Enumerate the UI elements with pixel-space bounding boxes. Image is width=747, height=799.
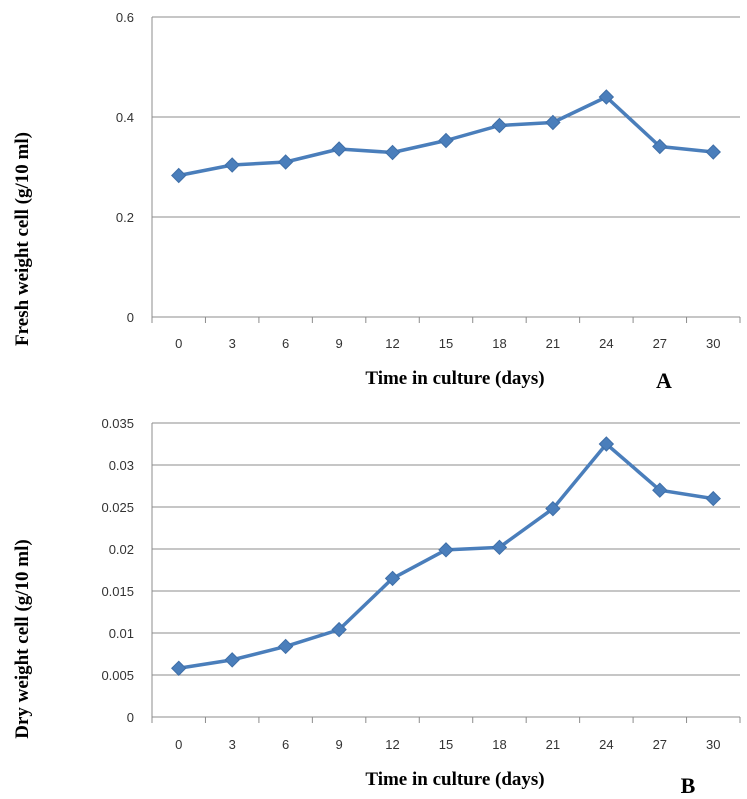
x-tick-label: 24	[599, 336, 613, 351]
x-tick-label: 0	[175, 336, 182, 351]
chart-panel-B: 0 0.005 0.01 0.015 0.02 0.025 0.03 0.035 0 3 6 9 12 1…	[12, 416, 741, 798]
y-tick-label: 0.01	[109, 626, 134, 641]
y-tick-label: 0.005	[101, 668, 134, 683]
x-tick-label: 12	[385, 336, 399, 351]
x-tick-label: 24	[599, 737, 613, 752]
data-point-marker	[438, 132, 454, 149]
data-point-marker	[491, 539, 508, 556]
x-tick-label: 27	[653, 737, 667, 752]
data-point-marker	[545, 114, 561, 131]
data-point-marker	[171, 167, 187, 184]
y-tick-label: 0.6	[116, 10, 134, 25]
y-tick-label: 0	[127, 310, 134, 325]
data-point-marker	[277, 638, 294, 655]
data-point-marker	[224, 652, 240, 668]
data-point-marker	[545, 500, 561, 517]
data-point-marker	[331, 621, 347, 638]
x-tick-label: 12	[385, 737, 399, 752]
data-point-marker	[331, 141, 347, 157]
data-point-marker	[384, 144, 401, 161]
x-tick-label: 0	[175, 737, 182, 752]
y-axis-title: Fresh weight cell (g/10 ml)	[12, 132, 33, 346]
y-tick-label: 0.2	[116, 210, 134, 225]
x-tick-label: 3	[229, 737, 236, 752]
x-tick-label: 15	[439, 336, 453, 351]
x-tick-label: 3	[229, 336, 236, 351]
data-point-marker	[491, 117, 508, 134]
data-point-marker	[277, 154, 294, 170]
data-point-marker	[171, 660, 187, 676]
x-tick-label: 18	[492, 737, 506, 752]
data-point-marker	[652, 482, 668, 498]
x-tick-label: 15	[439, 737, 453, 752]
data-point-marker	[598, 89, 615, 105]
panel-letter: B	[681, 773, 696, 798]
data-point-marker	[598, 436, 615, 452]
x-tick-label: 30	[706, 336, 720, 351]
x-tick-label: 21	[546, 336, 560, 351]
x-tick-label: 6	[282, 336, 289, 351]
chart-panel-A: 0 0.2 0.4 0.6 0 3 6 9 12 15 18 21 24 27 30 Fresh weight…	[12, 10, 741, 393]
data-point-marker	[384, 570, 401, 587]
x-tick-label: 18	[492, 336, 506, 351]
y-tick-label: 0	[127, 710, 134, 725]
y-tick-label: 0.035	[101, 416, 134, 431]
x-tick-label: 9	[335, 336, 342, 351]
x-axis-title: Time in culture (days)	[365, 769, 544, 790]
y-tick-label: 0.4	[116, 110, 134, 125]
x-tick-label: 21	[546, 737, 560, 752]
y-tick-label: 0.025	[101, 500, 134, 515]
data-point-marker	[224, 157, 240, 173]
x-tick-label: 6	[282, 737, 289, 752]
y-tick-label: 0.03	[109, 458, 134, 473]
x-tick-label: 27	[653, 336, 667, 351]
data-point-marker	[652, 138, 668, 155]
x-tick-label: 9	[335, 737, 342, 752]
x-axis-title: Time in culture (days)	[365, 368, 544, 389]
data-point-marker	[438, 542, 454, 558]
data-point-marker	[705, 490, 721, 507]
y-axis-title: Dry weight cell (g/10 ml)	[12, 539, 33, 738]
data-point-marker	[705, 144, 721, 160]
panel-letter: A	[656, 368, 672, 393]
x-tick-label: 30	[706, 737, 720, 752]
y-tick-label: 0.02	[109, 542, 134, 557]
y-tick-label: 0.015	[101, 584, 134, 599]
